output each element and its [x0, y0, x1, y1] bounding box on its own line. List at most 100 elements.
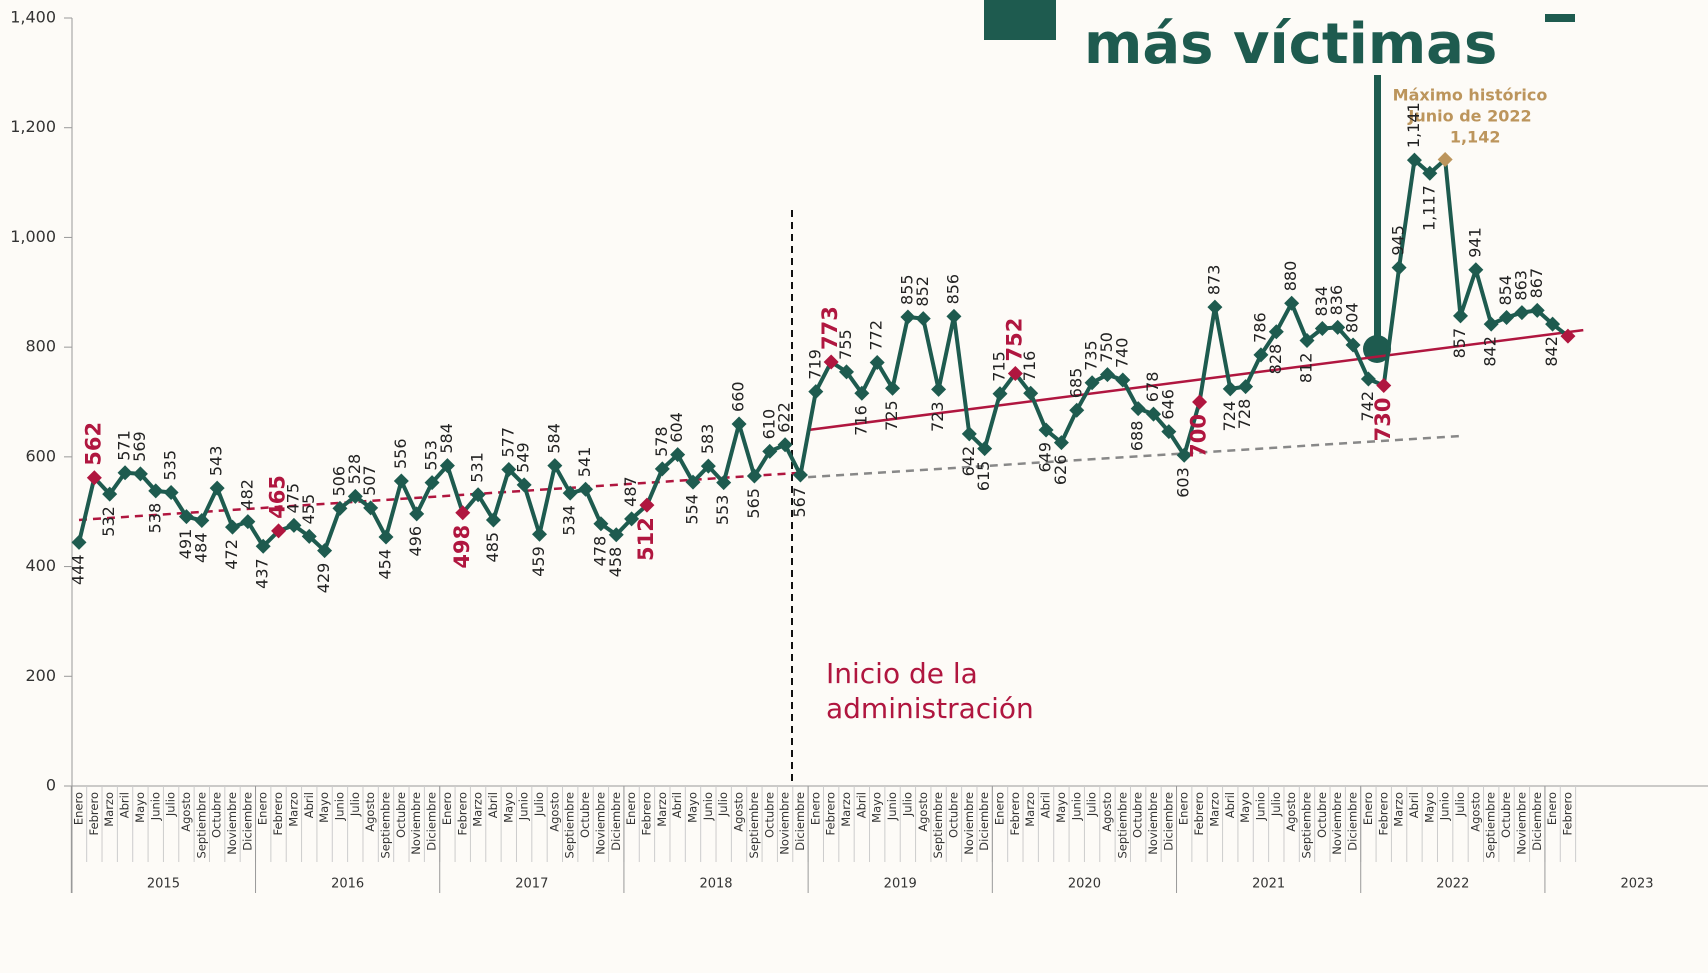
x-tick-label: Julio [1085, 792, 1099, 817]
point [72, 535, 87, 550]
point [900, 309, 915, 324]
x-tick-label: Junio [517, 792, 531, 821]
value-label: 482 [237, 479, 256, 510]
x-tick-label: Febrero [1008, 792, 1022, 835]
point [1468, 262, 1483, 277]
value-label: 485 [483, 532, 502, 563]
value-label: 812 [1297, 353, 1316, 384]
point [1085, 375, 1100, 390]
value-label: 772 [867, 320, 886, 351]
x-tick-label: Octubre [1315, 792, 1329, 838]
value-label: 786 [1250, 312, 1269, 343]
value-label: 554 [683, 494, 702, 525]
value-label: 512 [634, 517, 658, 561]
point [225, 520, 240, 535]
x-tick-label: Julio [900, 792, 914, 817]
x-tick-label: Septiembre [194, 792, 208, 859]
value-label: 700 [1187, 414, 1211, 458]
x-tick-label: Septiembre [931, 792, 945, 859]
title-block [984, 0, 1056, 40]
point [1207, 300, 1222, 315]
x-tick-label: Diciembre [1161, 792, 1175, 851]
x-tick-label: Marzo [1207, 792, 1221, 827]
x-tick-label: Marzo [1023, 792, 1037, 827]
x-tick-label: Noviembre [1514, 792, 1528, 855]
x-tick-label: Junio [701, 792, 715, 821]
value-label: 685 [1066, 368, 1085, 399]
year-label: 2019 [884, 877, 917, 892]
x-tick-label: Enero [72, 792, 86, 825]
value-label: 498 [450, 525, 474, 569]
value-label: 1,117 [1419, 185, 1438, 231]
x-tick-label: Julio [164, 792, 178, 817]
x-tick-label: Febrero [639, 792, 653, 835]
year-label: 2023 [1620, 877, 1653, 892]
value-label: 740 [1112, 338, 1131, 369]
x-tick-label: Agosto [916, 792, 930, 832]
x-tick-label: Septiembre [747, 792, 761, 859]
point [1514, 305, 1529, 320]
x-tick-label: Mayo [1054, 792, 1068, 823]
x-tick-label: Abril [118, 792, 132, 818]
value-label: 873 [1204, 265, 1223, 296]
year-label: 2018 [699, 877, 732, 892]
x-tick-label: Junio [885, 792, 899, 821]
value-label: 622 [775, 402, 794, 433]
x-tick-label: Julio [532, 792, 546, 817]
point [1499, 310, 1514, 325]
value-label: 1,141 [1404, 102, 1423, 148]
x-tick-label: Abril [302, 792, 316, 818]
value-label: 842 [1542, 336, 1561, 367]
value-label: 660 [729, 381, 748, 412]
x-tick-label: Octubre [946, 792, 960, 838]
point [931, 382, 946, 397]
x-tick-label: Marzo [839, 792, 853, 827]
value-label: 458 [606, 547, 625, 578]
value-label: 828 [1266, 344, 1285, 375]
x-tick-label: Marzo [655, 792, 669, 827]
x-tick-label: Abril [1039, 792, 1053, 818]
point [1376, 378, 1391, 393]
peak-annotation: Junio de 2022 [1407, 107, 1531, 126]
point [532, 527, 547, 542]
point [1238, 379, 1253, 394]
x-tick-label: Diciembre [1346, 792, 1360, 851]
x-tick-label: Agosto [1100, 792, 1114, 832]
point [916, 311, 931, 326]
value-label: 532 [99, 506, 118, 537]
value-label: 852 [913, 276, 932, 307]
year-label: 2021 [1252, 877, 1285, 892]
x-tick-label: Marzo [1392, 792, 1406, 827]
value-label: 856 [943, 274, 962, 305]
x-tick-label: Mayo [501, 792, 515, 823]
x-tick-label: Diciembre [240, 792, 254, 851]
x-tick-label: Junio [148, 792, 162, 821]
x-tick-label: Enero [993, 792, 1007, 825]
x-tick-label: Abril [486, 792, 500, 818]
value-label: 723 [928, 401, 947, 432]
value-label: 444 [69, 554, 88, 585]
y-tick-label: 200 [25, 666, 56, 685]
x-tick-label: Agosto [732, 792, 746, 832]
year-label: 2017 [515, 877, 548, 892]
x-tick-label: Octubre [762, 792, 776, 838]
value-label: 429 [314, 563, 333, 594]
value-label: 454 [376, 549, 395, 580]
point [1192, 395, 1207, 410]
x-tick-label: Abril [670, 792, 684, 818]
value-label: 567 [790, 487, 809, 518]
value-label: 541 [575, 447, 594, 478]
x-tick-label: Junio [1069, 792, 1083, 821]
x-tick-label: Mayo [1238, 792, 1252, 823]
point [194, 513, 209, 528]
point [1453, 308, 1468, 323]
x-tick-label: Mayo [686, 792, 700, 823]
point [778, 437, 793, 452]
value-label: 496 [406, 526, 425, 557]
value-label: 584 [544, 423, 563, 454]
x-tick-label: Enero [808, 792, 822, 825]
point [1223, 381, 1238, 396]
x-tick-label: Octubre [210, 792, 224, 838]
point [1131, 401, 1146, 416]
